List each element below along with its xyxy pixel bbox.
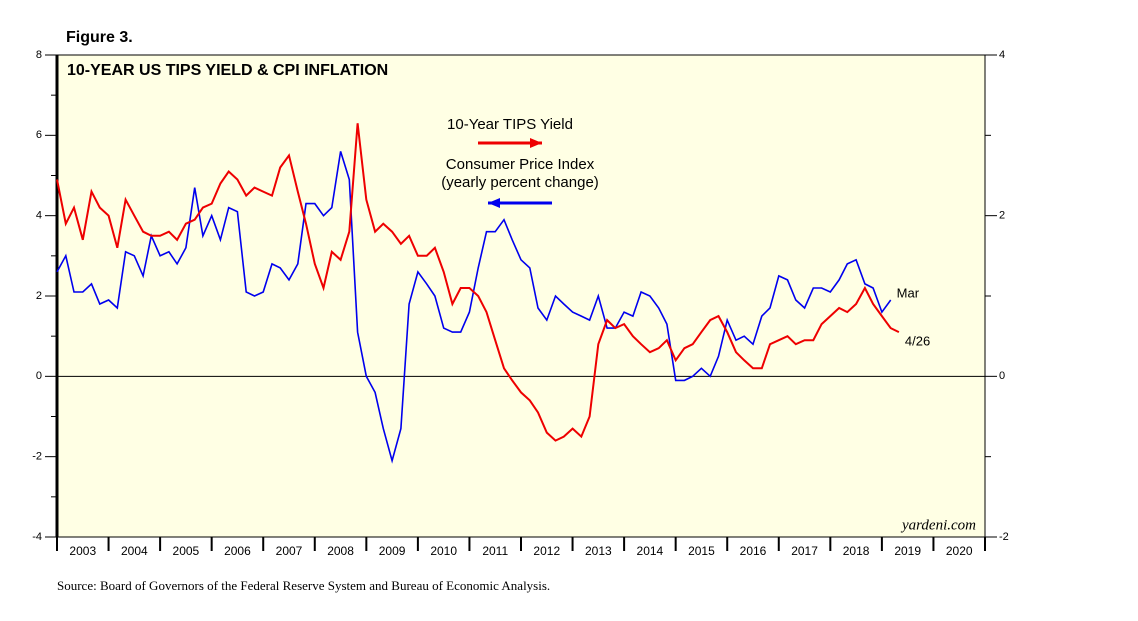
x-tick-label: 2010 [430, 544, 457, 558]
y-tick-label: 4 [36, 210, 42, 222]
y-tick-label: 8 [36, 49, 42, 61]
x-tick-label: 2005 [173, 544, 200, 558]
x-tick-label: 2011 [482, 544, 508, 558]
y-tick-label: 2 [36, 290, 42, 302]
y2-tick-label: 0 [999, 370, 1005, 382]
source-note: Source: Board of Governors of the Federa… [57, 578, 550, 593]
y-tick-label: 0 [36, 370, 42, 382]
x-tick-label: 2006 [224, 544, 251, 558]
legend-arrowhead [488, 198, 500, 208]
series-line [56, 151, 892, 464]
end-label: 4/26 [905, 334, 930, 349]
y-tick-label: 6 [36, 129, 42, 141]
y2-tick-label: 4 [999, 49, 1005, 61]
x-tick-label: 2008 [327, 544, 354, 558]
legend-label: 10-Year TIPS Yield [447, 116, 573, 133]
y-tick-label: -2 [32, 451, 42, 463]
x-tick-label: 2018 [843, 544, 870, 558]
x-tick-label: 2013 [585, 544, 612, 558]
chart-title: 10-YEAR US TIPS YIELD & CPI INFLATION [67, 62, 388, 79]
y2-tick-label: -2 [999, 531, 1009, 543]
legend-note: (yearly percent change) [441, 174, 599, 191]
end-label: Mar [897, 285, 920, 300]
x-tick-label: 2016 [740, 544, 767, 558]
plot-background [56, 54, 986, 538]
x-tick-label: 2004 [121, 544, 148, 558]
legend-label: Consumer Price Index [446, 156, 595, 173]
x-tick-label: 2020 [946, 544, 973, 558]
y2-tick-label: 2 [999, 210, 1005, 222]
y-tick-label: -4 [32, 531, 42, 543]
x-tick-label: 2003 [69, 544, 96, 558]
x-tick-label: 2017 [791, 544, 818, 558]
x-tick-label: 2014 [637, 544, 664, 558]
x-tick-label: 2012 [533, 544, 560, 558]
x-tick-label: 2019 [894, 544, 921, 558]
legend-arrowhead [530, 138, 542, 148]
watermark: yardeni.com [900, 517, 976, 533]
x-tick-label: 2007 [276, 544, 303, 558]
x-tick-label: 2015 [688, 544, 715, 558]
x-tick-label: 2009 [379, 544, 406, 558]
series-line [56, 123, 900, 442]
figure-label: Figure 3. [66, 29, 133, 46]
